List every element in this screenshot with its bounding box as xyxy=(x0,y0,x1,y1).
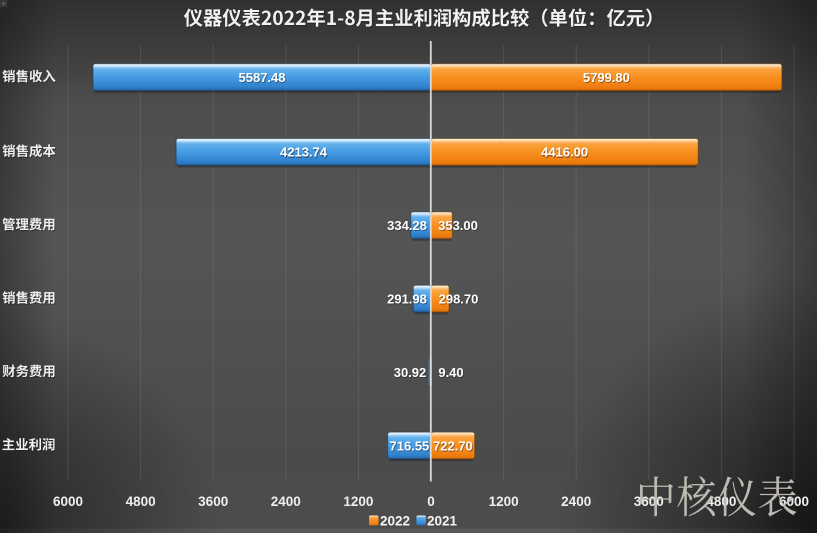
svg-text:9.40: 9.40 xyxy=(438,365,463,380)
svg-text:5799.80: 5799.80 xyxy=(584,71,631,86)
svg-text:2022: 2022 xyxy=(380,514,410,529)
svg-text:4800: 4800 xyxy=(126,494,156,509)
svg-text:2400: 2400 xyxy=(271,494,301,509)
svg-text:2400: 2400 xyxy=(561,494,591,509)
svg-text:5587.48: 5587.48 xyxy=(239,71,286,86)
svg-text:4416.00: 4416.00 xyxy=(542,146,589,161)
svg-text:298.70: 298.70 xyxy=(439,293,479,308)
svg-text:298.70: 298.70 xyxy=(439,292,479,307)
svg-text:6000: 6000 xyxy=(53,494,83,509)
svg-text:291.98: 291.98 xyxy=(387,292,427,307)
svg-text:0: 0 xyxy=(427,494,435,509)
svg-text:722.70: 722.70 xyxy=(434,439,474,454)
svg-text:334.28: 334.28 xyxy=(387,218,427,233)
svg-text:716.55: 716.55 xyxy=(390,438,430,453)
svg-text:30.92: 30.92 xyxy=(395,366,428,381)
svg-text:30.92: 30.92 xyxy=(394,365,427,380)
svg-text:353.00: 353.00 xyxy=(439,219,479,234)
svg-text:291.98: 291.98 xyxy=(388,293,428,308)
svg-text:353.00: 353.00 xyxy=(438,218,478,233)
svg-text:334.28: 334.28 xyxy=(388,219,428,234)
svg-text:6000: 6000 xyxy=(779,494,809,509)
svg-text:9.40: 9.40 xyxy=(439,366,464,381)
svg-text:716.55: 716.55 xyxy=(390,439,430,454)
svg-text:1200: 1200 xyxy=(343,494,373,509)
svg-text:2021: 2021 xyxy=(427,514,458,529)
svg-text:5587.48: 5587.48 xyxy=(239,70,286,85)
svg-text:722.70: 722.70 xyxy=(433,438,473,453)
svg-text:1200: 1200 xyxy=(489,494,519,509)
svg-text:4213.74: 4213.74 xyxy=(280,145,328,160)
svg-text:3600: 3600 xyxy=(634,494,664,509)
svg-text:5799.80: 5799.80 xyxy=(583,70,630,85)
svg-text:4416.00: 4416.00 xyxy=(541,145,588,160)
svg-text:4213.74: 4213.74 xyxy=(281,146,329,161)
svg-text:3600: 3600 xyxy=(198,494,228,509)
